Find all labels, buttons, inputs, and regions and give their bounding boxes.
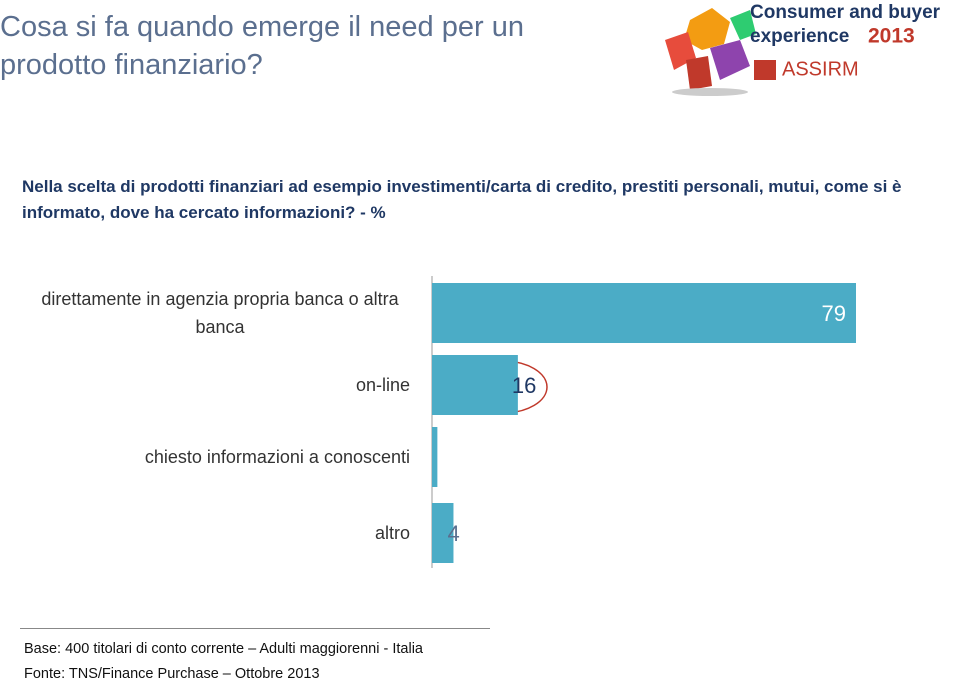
logo-shape [686, 56, 712, 90]
logo-mark [754, 60, 776, 80]
logo: Consumer and buyer experience 2013 ASSIR… [665, 2, 941, 96]
logo-text: Consumer and buyer [750, 2, 941, 23]
bar [432, 503, 454, 563]
value-label: 79 [822, 301, 846, 326]
logo-brand: ASSIRM [782, 58, 859, 80]
logo-shape [710, 40, 750, 80]
logo-shadow [672, 88, 748, 96]
footer-rule [20, 628, 490, 629]
footer-base: Base: 400 titolari di conto corrente – A… [24, 641, 423, 657]
bar [432, 283, 856, 343]
slide-title: Cosa si fa quando emerge il need per un … [0, 11, 524, 81]
logo-year: 2013 [868, 25, 915, 48]
value-label: 16 [512, 373, 536, 398]
value-label: 4 [447, 521, 459, 546]
logo-shape [684, 8, 730, 50]
bar [432, 427, 438, 487]
category-label: chiesto informazioni a conoscenti [144, 447, 410, 467]
category-label: on-line [355, 375, 410, 395]
logo-shape [730, 10, 756, 40]
footer-source: Fonte: TNS/Finance Purchase – Ottobre 20… [24, 666, 320, 682]
chart-question: Nella scelta di prodotti finanziari ad e… [22, 177, 902, 222]
category-label: altro [374, 523, 410, 543]
bar [432, 355, 518, 415]
category-label: direttamente in agenzia propria banca o … [41, 289, 399, 337]
logo-text: experience [750, 26, 849, 47]
